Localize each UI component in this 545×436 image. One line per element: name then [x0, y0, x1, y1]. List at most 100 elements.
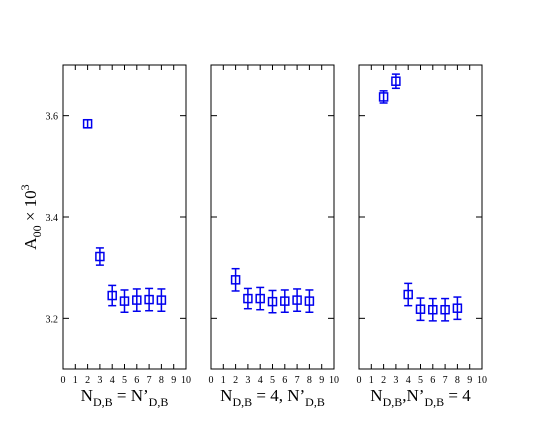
- x-tick-label: 9: [319, 375, 324, 386]
- x-tick-label: 10: [181, 375, 191, 386]
- x-tick-label: 10: [477, 375, 487, 386]
- x-tick-label: 1: [221, 375, 226, 386]
- x-tick-label: 5: [418, 375, 423, 386]
- marker: [82, 119, 93, 129]
- label-part: N: [220, 386, 232, 405]
- error-bar: [391, 73, 400, 90]
- error-bar: [280, 289, 289, 314]
- marker: [132, 295, 142, 305]
- label-part: D,B: [93, 395, 113, 409]
- error-bar: [256, 286, 265, 311]
- error-bar: [305, 289, 314, 314]
- x-tick-label: 2: [381, 375, 386, 386]
- error-bar: [416, 297, 425, 322]
- x-tick-label: 5: [122, 375, 127, 386]
- label-part: = 4: [444, 386, 471, 405]
- label-part: D,B: [232, 395, 252, 409]
- x-axis-label: ND,B,N’D,B = 4: [370, 386, 471, 409]
- marker: [415, 304, 426, 314]
- x-tick-label: 3: [245, 375, 250, 386]
- error-bar: [145, 287, 154, 312]
- error-bar: [231, 267, 240, 292]
- x-axis-label: ND,B = N’D,B: [81, 386, 169, 409]
- error-bar: [83, 118, 92, 129]
- x-tick-label: 1: [73, 375, 78, 386]
- marker: [378, 92, 389, 102]
- y-tick-label: 3.2: [46, 314, 59, 325]
- label-part: N: [370, 386, 382, 405]
- marker: [391, 76, 401, 86]
- x-tick-label: 9: [467, 375, 472, 386]
- x-tick-label: 6: [282, 375, 287, 386]
- marker: [230, 275, 241, 285]
- error-bar: [132, 288, 141, 312]
- error-bar: [108, 284, 117, 307]
- x-tick-label: 4: [406, 375, 411, 386]
- marker: [292, 295, 302, 305]
- x-tick-label: 2: [85, 375, 90, 386]
- y-tick-label: 3.4: [46, 213, 59, 224]
- x-tick-label: 0: [61, 375, 66, 386]
- label-part: D,B: [383, 395, 403, 409]
- error-bar: [120, 289, 129, 314]
- label-part: = 4, N’: [252, 386, 305, 405]
- error-bar: [268, 289, 277, 314]
- marker: [440, 304, 450, 315]
- marker: [255, 293, 265, 304]
- x-tick-label: 3: [393, 375, 398, 386]
- plot-frame: [62, 64, 187, 370]
- x-tick-label: 6: [134, 375, 139, 386]
- label-part: D,B: [149, 395, 169, 409]
- marker: [243, 293, 253, 304]
- label-part: 00: [30, 225, 44, 237]
- marker: [95, 251, 105, 262]
- label-part: 3: [18, 184, 32, 190]
- marker: [156, 295, 167, 305]
- x-tick-label: 7: [443, 375, 448, 386]
- error-bar: [157, 288, 166, 312]
- error-bar: [293, 288, 302, 312]
- label-part: = N’: [113, 386, 149, 405]
- marker: [144, 294, 154, 305]
- x-tick-label: 7: [147, 375, 152, 386]
- marker: [280, 296, 290, 306]
- x-tick-label: 0: [209, 375, 214, 386]
- error-bar: [441, 297, 450, 322]
- error-bar: [404, 282, 413, 307]
- x-tick-label: 4: [110, 375, 115, 386]
- x-tick-label: 8: [159, 375, 164, 386]
- label-part: × 10: [21, 190, 40, 225]
- x-tick-label: 10: [329, 375, 339, 386]
- x-tick-label: 8: [455, 375, 460, 386]
- error-bar: [95, 247, 104, 266]
- error-bar: [453, 296, 462, 321]
- x-tick-label: 3: [97, 375, 102, 386]
- label-part: D,B: [305, 395, 325, 409]
- marker: [452, 303, 463, 313]
- plot-frame: [210, 64, 335, 370]
- x-axis-label: ND,B = 4, N’D,B: [220, 386, 325, 409]
- label-part: A: [21, 237, 40, 250]
- marker: [119, 296, 130, 306]
- marker: [403, 289, 413, 300]
- x-tick-label: 4: [258, 375, 263, 386]
- plot-frame: [358, 64, 483, 370]
- y-tick-label: 3.6: [46, 112, 59, 123]
- label-part: ,N’: [402, 386, 424, 405]
- y-axis-label: A00 × 103: [18, 184, 44, 249]
- x-tick-label: 1: [369, 375, 374, 386]
- label-part: D,B: [424, 395, 444, 409]
- marker: [267, 296, 278, 307]
- x-tick-label: 5: [270, 375, 275, 386]
- x-tick-label: 2: [233, 375, 238, 386]
- x-tick-label: 9: [171, 375, 176, 386]
- marker: [107, 290, 117, 301]
- x-tick-label: 7: [295, 375, 300, 386]
- error-bar: [428, 297, 437, 322]
- x-tick-label: 8: [307, 375, 312, 386]
- error-bar: [243, 287, 252, 310]
- label-part: N: [81, 386, 93, 405]
- marker: [304, 296, 315, 306]
